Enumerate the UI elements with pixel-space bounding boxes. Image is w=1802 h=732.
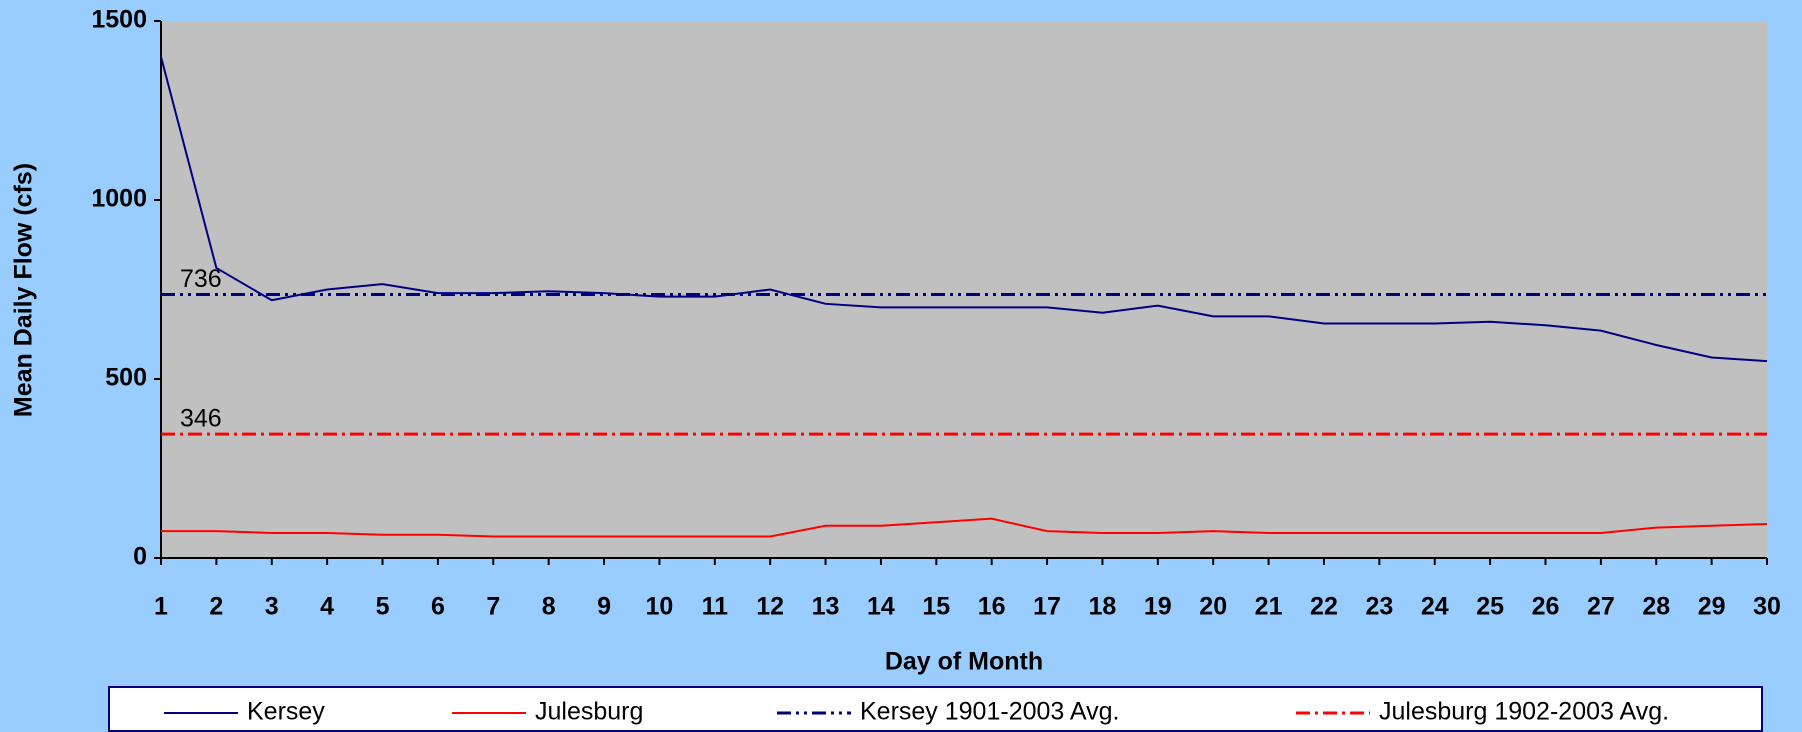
y-axis-title: Mean Daily Flow (cfs) <box>10 163 38 417</box>
x-tick-label: 24 <box>1421 593 1449 621</box>
x-tick-label: 5 <box>376 593 390 621</box>
x-tick-label: 14 <box>867 593 895 621</box>
x-tick-label: 16 <box>978 593 1006 621</box>
x-tick-label: 8 <box>542 593 556 621</box>
x-tick-label: 29 <box>1698 593 1726 621</box>
legend-label: Kersey <box>247 698 325 726</box>
x-tick-label: 10 <box>646 593 674 621</box>
x-tick-label: 7 <box>486 593 500 621</box>
y-tick-label: 1500 <box>91 6 147 34</box>
y-tick-label: 1000 <box>91 185 147 213</box>
x-tick-label: 4 <box>320 593 334 621</box>
reference-label: 736 <box>180 265 222 293</box>
y-tick-label: 0 <box>133 543 147 571</box>
x-tick-label: 30 <box>1753 593 1781 621</box>
reference-label: 346 <box>180 405 222 433</box>
x-tick-label: 3 <box>265 593 279 621</box>
x-tick-label: 9 <box>597 593 611 621</box>
x-tick-label: 13 <box>812 593 840 621</box>
x-tick-label: 11 <box>702 593 729 621</box>
y-tick-label: 500 <box>105 364 147 392</box>
x-tick-label: 25 <box>1476 593 1504 621</box>
x-tick-label: 28 <box>1642 593 1670 621</box>
x-tick-label: 15 <box>922 593 950 621</box>
x-tick-label: 23 <box>1365 593 1393 621</box>
legend-label: Julesburg 1902-2003 Avg. <box>1379 698 1669 726</box>
plot-area <box>161 21 1767 558</box>
x-tick-label: 1 <box>154 593 168 621</box>
x-tick-label: 2 <box>209 593 223 621</box>
legend-label: Julesburg <box>535 698 643 726</box>
x-tick-label: 27 <box>1587 593 1615 621</box>
x-tick-label: 19 <box>1144 593 1172 621</box>
x-tick-label: 26 <box>1532 593 1560 621</box>
x-tick-label: 6 <box>431 593 445 621</box>
series-line <box>161 517 1768 538</box>
legend-label: Kersey 1901-2003 Avg. <box>860 698 1119 726</box>
x-tick-label: 17 <box>1033 593 1061 621</box>
x-tick-label: 12 <box>756 593 784 621</box>
x-tick-label: 22 <box>1310 593 1338 621</box>
series-line <box>160 56 1768 363</box>
x-tick-label: 20 <box>1199 593 1227 621</box>
x-tick-label: 21 <box>1255 593 1283 621</box>
x-tick-label: 18 <box>1089 593 1117 621</box>
legend-box <box>108 686 1763 732</box>
x-axis-title: Day of Month <box>885 648 1043 676</box>
